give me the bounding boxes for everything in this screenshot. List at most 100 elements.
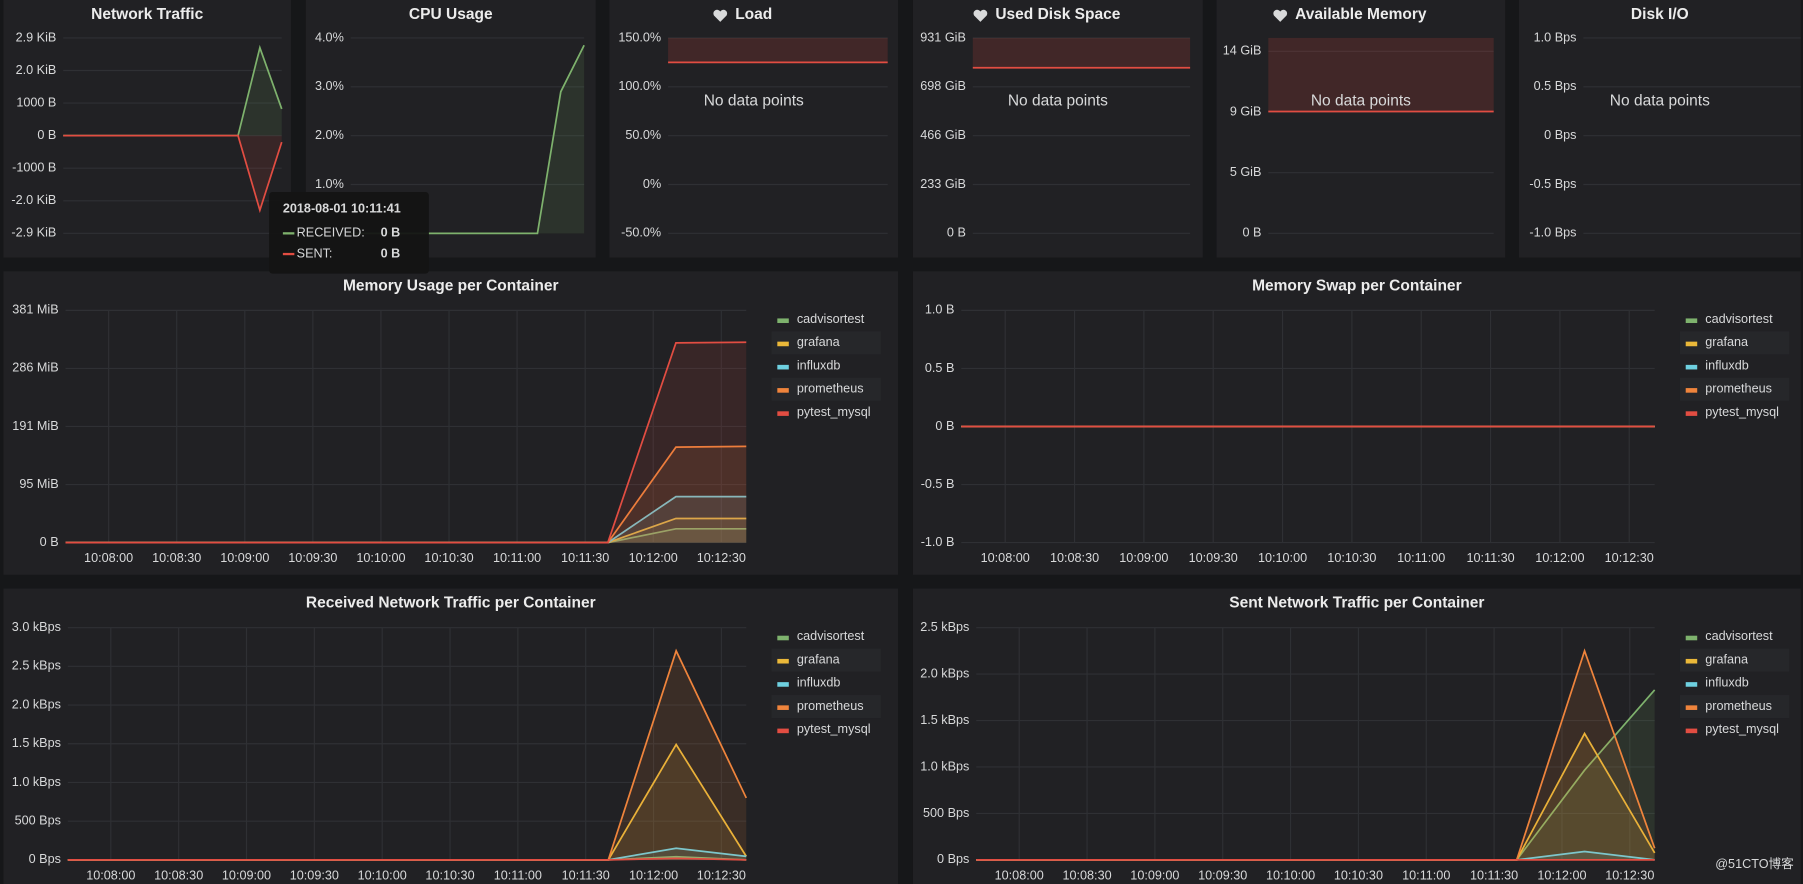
- legend-label: pytest_mysql: [1705, 405, 1779, 419]
- legend-label: influxdb: [797, 676, 841, 690]
- y-tick-label: 2.9 KiB: [16, 30, 57, 44]
- y-tick-label: -2.9 KiB: [11, 226, 56, 240]
- series-area: [65, 496, 747, 543]
- series-line: [63, 134, 283, 214]
- legend-row-shade: [1679, 331, 1790, 355]
- y-tick-label: 233 GiB: [920, 177, 966, 191]
- panel-title: Sent Network Traffic per Container: [1229, 595, 1484, 612]
- legend-label: grafana: [797, 335, 841, 349]
- legend-row-shade: [771, 331, 881, 355]
- legend-row-shade: [771, 695, 881, 719]
- no-data-message: No data points: [1008, 92, 1108, 109]
- series-line: [65, 341, 747, 544]
- y-tick-label: 0 Bps: [29, 852, 61, 866]
- series-area: [976, 650, 1655, 860]
- y-tick-label: 50.0%: [625, 128, 661, 142]
- no-data-message: No data points: [704, 92, 804, 109]
- x-tick-label: 10:11:30: [561, 551, 609, 565]
- series-area: [65, 528, 747, 543]
- threshold-area: [1268, 37, 1494, 112]
- series-area: [65, 518, 747, 543]
- y-tick-label: -2.0 KiB: [11, 193, 56, 207]
- threshold-area: [972, 37, 1191, 68]
- x-tick-label: 10:11:30: [1466, 551, 1514, 565]
- series-area: [63, 135, 282, 211]
- x-tick-label: 10:08:30: [154, 868, 203, 882]
- x-tick-label: 10:10:00: [358, 868, 407, 882]
- y-tick-label: 698 GiB: [920, 79, 966, 93]
- y-tick-label: 5 GiB: [1230, 165, 1262, 179]
- y-tick-label: 1.0 Bps: [1534, 30, 1577, 44]
- watermark: @51CTO博客: [1715, 856, 1794, 871]
- y-tick-label: 2.5 kBps: [12, 659, 61, 673]
- x-tick-label: 10:09:00: [220, 551, 269, 565]
- series-area: [67, 650, 747, 860]
- x-tick-label: 10:09:30: [1198, 868, 1247, 882]
- panel-background: [3, 588, 899, 884]
- panel: CPU Usage 4.0% 3.0% 2.0% 1.0%: [305, 0, 596, 258]
- y-tick-label: 500 Bps: [923, 806, 969, 820]
- no-data-message: No data points: [1311, 92, 1411, 109]
- legend-label: grafana: [797, 652, 841, 666]
- panel: Used Disk Space 931 GiB 698 GiB 466 GiB 233 …: [912, 0, 1203, 258]
- y-tick-label: 4.0%: [315, 30, 344, 44]
- panel: Load 150.0% 100.0% 50.0% 0% -50.0% No data poi…: [609, 0, 899, 258]
- tooltip-time: 2018-08-01 10:11:41: [283, 202, 401, 216]
- heart-icon: [1273, 9, 1288, 22]
- y-tick-label: 14 GiB: [1223, 44, 1262, 58]
- panel: Available Memory 14 GiB 9 GiB 5 GiB 0 B No da…: [1216, 0, 1506, 258]
- y-tick-label: 500 Bps: [15, 814, 61, 828]
- panel-title: CPU Usage: [409, 6, 493, 23]
- y-tick-label: 3.0 kBps: [12, 620, 61, 634]
- x-tick-label: 10:11:30: [1470, 868, 1518, 882]
- y-tick-label: -1.0 B: [921, 535, 955, 549]
- y-tick-label: 1.5 kBps: [920, 713, 969, 727]
- y-tick-label: -0.5 Bps: [1529, 177, 1576, 191]
- series-line: [67, 857, 747, 861]
- panel-title: Network Traffic: [91, 6, 203, 23]
- x-tick-label: 10:09:30: [1189, 551, 1238, 565]
- tooltip-label: RECEIVED:: [297, 226, 365, 240]
- y-tick-label: -0.5 B: [921, 477, 955, 491]
- x-tick-label: 10:10:30: [1334, 868, 1383, 882]
- panel: Memory Usage per Container 381 MiB 286 MiB…: [3, 271, 899, 575]
- y-tick-label: 1.0 kBps: [920, 759, 969, 773]
- y-tick-label: 150.0%: [618, 30, 661, 44]
- x-tick-label: 10:12:30: [1605, 868, 1654, 882]
- y-tick-label: 0 B: [935, 419, 954, 433]
- panel-title: Used Disk Space: [995, 6, 1120, 23]
- y-tick-label: 100.0%: [618, 79, 661, 93]
- y-tick-label: 1.0%: [315, 177, 344, 191]
- y-tick-label: 286 MiB: [12, 361, 58, 375]
- y-tick-label: 2.0%: [315, 128, 344, 142]
- y-tick-label: 191 MiB: [12, 419, 58, 433]
- series-area: [65, 446, 747, 543]
- panel-title: Available Memory: [1295, 6, 1427, 23]
- x-tick-label: 10:10:30: [424, 551, 473, 565]
- x-tick-label: 10:10:00: [356, 551, 405, 565]
- x-tick-label: 10:08:00: [84, 551, 133, 565]
- legend-label: cadvisortest: [1705, 312, 1773, 326]
- y-tick-label: 0 B: [37, 128, 56, 142]
- x-tick-label: 10:10:00: [1266, 868, 1315, 882]
- tooltip-value: 0 B: [381, 246, 401, 260]
- panel-background: [912, 588, 1801, 884]
- panel-background: [912, 0, 1203, 258]
- x-tick-label: 10:10:30: [425, 868, 474, 882]
- x-tick-label: 10:08:00: [995, 868, 1044, 882]
- y-tick-label: 1.0 kBps: [12, 775, 61, 789]
- y-tick-label: 0 B: [947, 226, 966, 240]
- x-tick-label: 10:12:30: [697, 868, 746, 882]
- y-tick-label: 0%: [643, 177, 661, 191]
- x-tick-label: 10:08:00: [86, 868, 135, 882]
- series-area: [976, 733, 1655, 860]
- tooltip-box: [269, 191, 429, 274]
- legend-label: pytest_mysql: [797, 722, 871, 736]
- panel: Memory Swap per Container 1.0 B 0.5 B 0 B -0…: [912, 271, 1801, 575]
- threshold-area: [668, 37, 888, 63]
- series-area: [350, 45, 585, 234]
- legend-label: grafana: [1705, 652, 1749, 666]
- x-tick-label: 10:08:30: [1050, 551, 1099, 565]
- x-tick-label: 10:08:00: [981, 551, 1030, 565]
